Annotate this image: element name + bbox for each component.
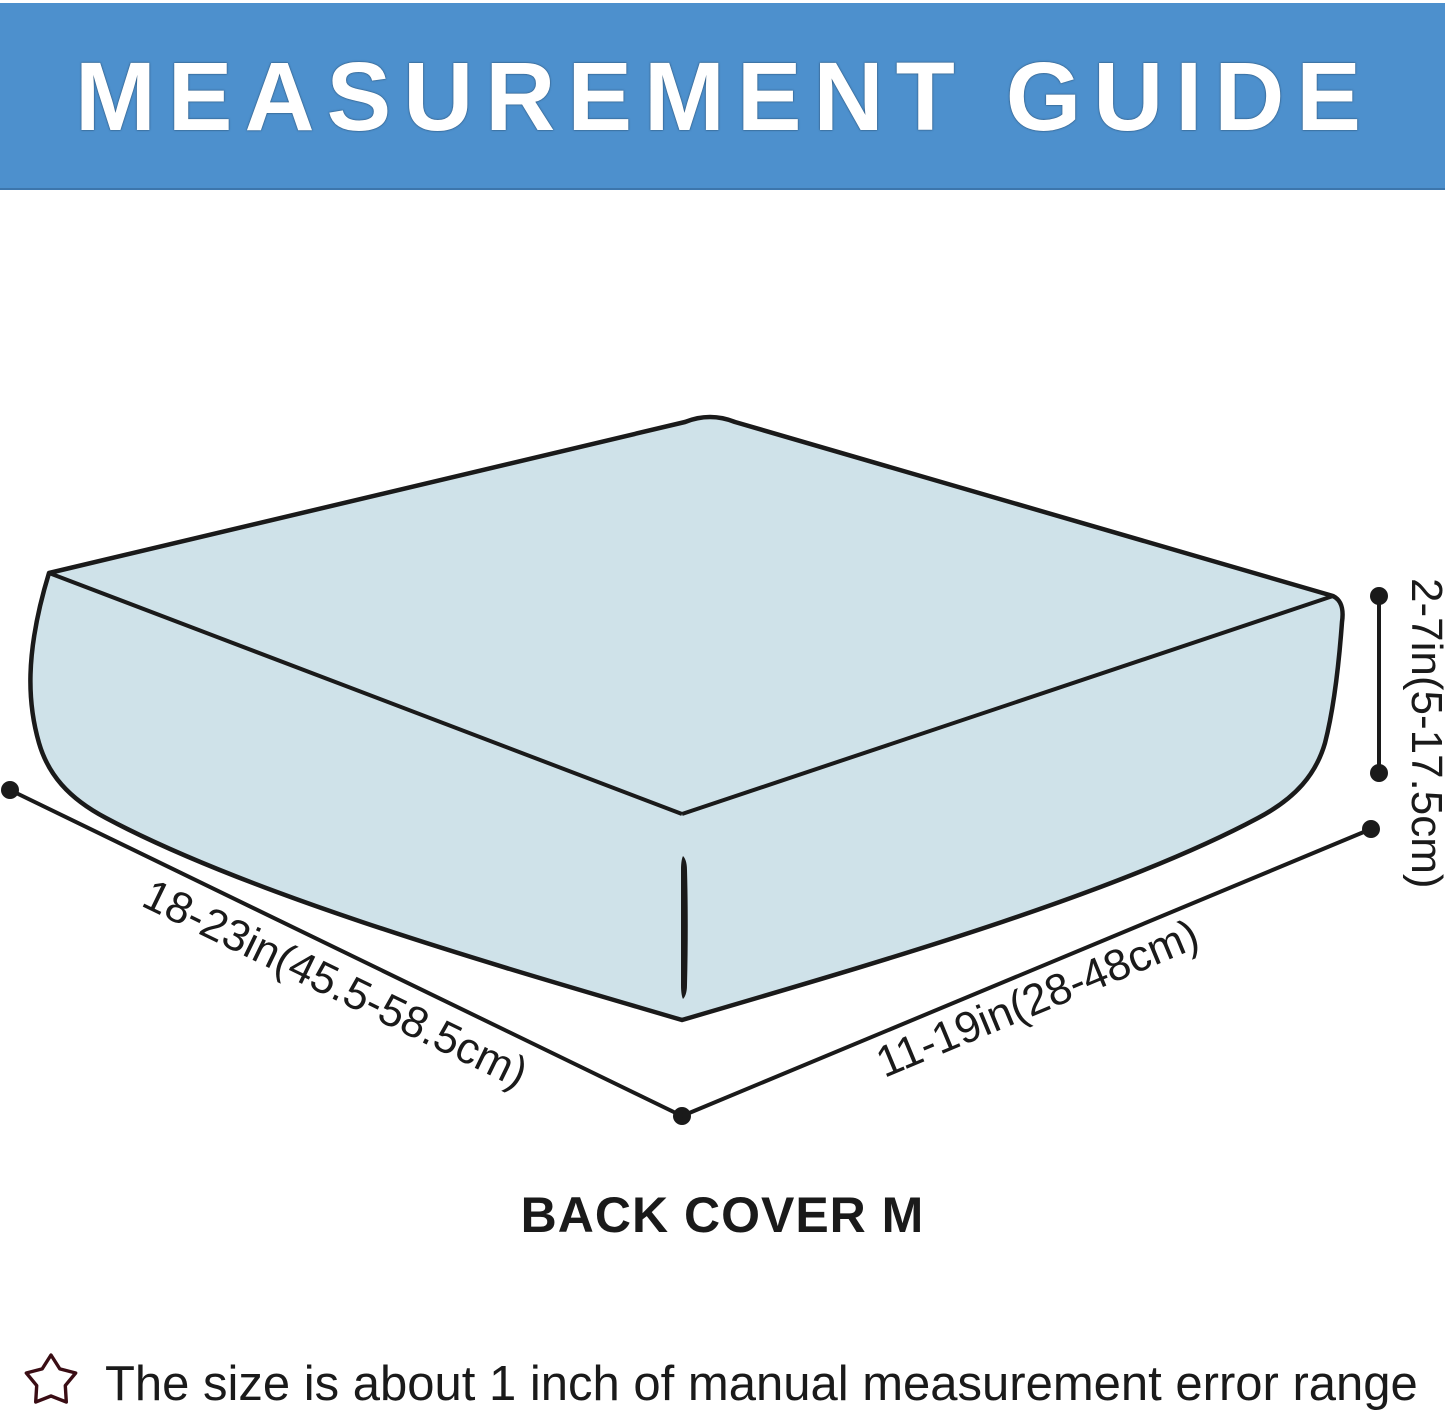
svg-text:2-7in(5-17.5cm): 2-7in(5-17.5cm) (1402, 578, 1445, 889)
